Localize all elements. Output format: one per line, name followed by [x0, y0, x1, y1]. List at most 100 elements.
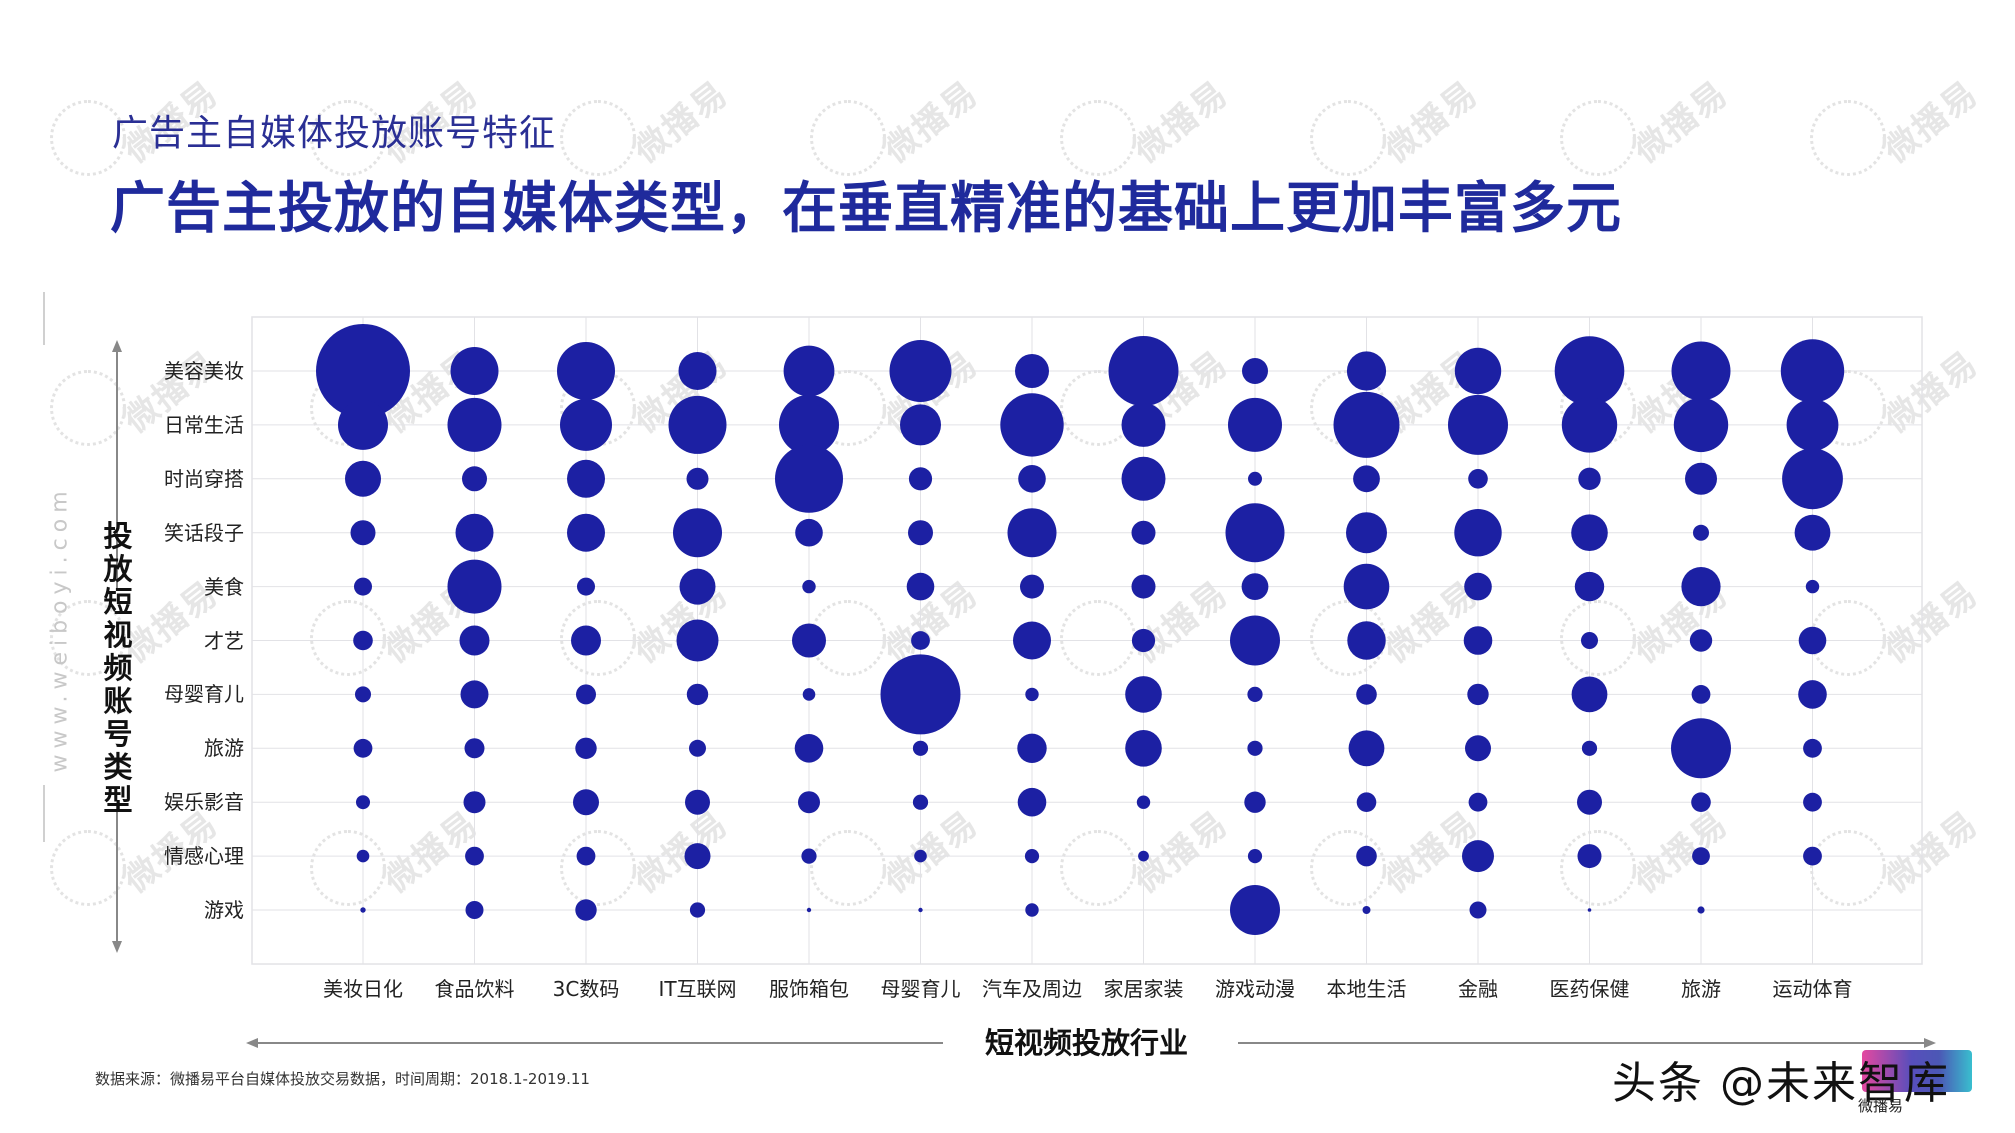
bubble [889, 340, 952, 402]
x-tick-label: 母婴育儿 [880, 977, 961, 1001]
bubble [1025, 903, 1039, 917]
bubble [576, 684, 596, 705]
bubble [465, 846, 484, 866]
bubble [912, 740, 929, 756]
bubble [1247, 740, 1263, 756]
bubble [1343, 563, 1390, 610]
y-tick-label: 才艺 [204, 628, 244, 653]
bubble [1465, 735, 1491, 762]
y-tick-label: 旅游 [204, 736, 244, 761]
bubble [1581, 632, 1598, 649]
watermark-logo-icon [560, 600, 636, 676]
bubble [1121, 456, 1166, 501]
bubble [908, 467, 933, 491]
watermark-logo-icon [50, 100, 126, 176]
bubble [1131, 628, 1156, 653]
y-tick-label: 娱乐影音 [164, 790, 244, 815]
bubble [1671, 718, 1731, 779]
bubble [1574, 571, 1605, 602]
page-headline: 广告主投放的自媒体类型，在垂直精准的基础上更加丰富多元 [110, 176, 1623, 240]
bubble [1803, 792, 1822, 812]
bubble [880, 654, 961, 735]
bubble [792, 623, 826, 658]
bubble [356, 849, 370, 863]
bubble [1671, 341, 1731, 401]
watermark-logo-icon [1560, 830, 1636, 906]
bubble [1468, 469, 1488, 489]
bubble [353, 738, 373, 758]
bubble [1248, 471, 1262, 486]
bubble [1017, 733, 1047, 763]
bubble [802, 688, 816, 701]
bubble [1691, 685, 1711, 704]
bubble [1577, 844, 1602, 869]
bubble [345, 460, 381, 497]
bubble [1794, 514, 1831, 551]
bubble [1347, 621, 1386, 660]
bubble [1131, 574, 1156, 599]
bubble [1448, 394, 1508, 455]
bubble [464, 738, 485, 759]
bubble [567, 459, 605, 498]
bubble [1121, 402, 1166, 447]
bubble [1018, 465, 1046, 493]
bubble [1803, 738, 1822, 758]
bubble [1138, 850, 1149, 862]
arrow-right-icon [1924, 1038, 1936, 1048]
watermark-logo-icon [810, 100, 886, 176]
x-axis-title: 短视频投放行业 [985, 1026, 1189, 1060]
bubble [360, 907, 366, 913]
bubble [689, 902, 706, 918]
bubble [1786, 399, 1839, 451]
y-tick-label: 情感心理 [164, 844, 244, 869]
watermark-logo-icon [1060, 100, 1136, 176]
bubble [356, 795, 370, 810]
y-tick-label: 美容美妆 [164, 359, 244, 383]
bubble [678, 352, 717, 390]
bubble [1025, 687, 1039, 702]
bubble [1454, 509, 1502, 557]
bubble [459, 625, 490, 656]
x-tick-label: 服饰箱包 [769, 977, 849, 1001]
bubble [798, 791, 820, 814]
bubble [560, 398, 612, 451]
x-tick-label: 运动体育 [1772, 977, 1853, 1001]
credit-watermark: 头条 @未来智库 [1612, 1058, 1950, 1109]
bubble [1577, 789, 1602, 815]
bubble [1689, 629, 1713, 652]
y-axis-title: 投放短视频账号类型 [103, 519, 133, 817]
x-tick-label: 汽车及周边 [982, 977, 1082, 1001]
bubble [914, 849, 927, 863]
bubble [1454, 347, 1502, 395]
bubble [1353, 465, 1380, 493]
page-subtitle: 广告主自媒体投放账号特征 [112, 113, 557, 154]
bubble [1230, 885, 1280, 935]
bubble [1015, 354, 1049, 388]
bubble [1136, 795, 1151, 809]
watermark-logo-icon [560, 830, 636, 906]
bubble [338, 399, 388, 450]
bubble [794, 734, 824, 763]
bubble [1125, 730, 1162, 767]
bubble [1467, 683, 1489, 706]
y-tick-label: 美食 [204, 574, 244, 599]
bubble [912, 794, 929, 810]
bubble [1013, 621, 1051, 660]
x-tick-label: 医药保健 [1549, 977, 1630, 1001]
bubble [576, 846, 596, 866]
bubble [900, 404, 941, 446]
watermark-logo-icon [1560, 100, 1636, 176]
bubble [447, 397, 502, 452]
bubble [806, 907, 812, 913]
weiboyi-logo-icon [1862, 1050, 1972, 1092]
bubble [1225, 503, 1285, 563]
bubble [571, 625, 601, 656]
watermark-logo-icon [1310, 100, 1386, 176]
bubble [1228, 397, 1282, 452]
y-tick-label: 笑话段子 [164, 520, 244, 545]
x-tick-label: 3C数码 [552, 977, 620, 1001]
bubble [918, 907, 923, 913]
bubble [676, 619, 719, 662]
bubble [1346, 351, 1387, 391]
